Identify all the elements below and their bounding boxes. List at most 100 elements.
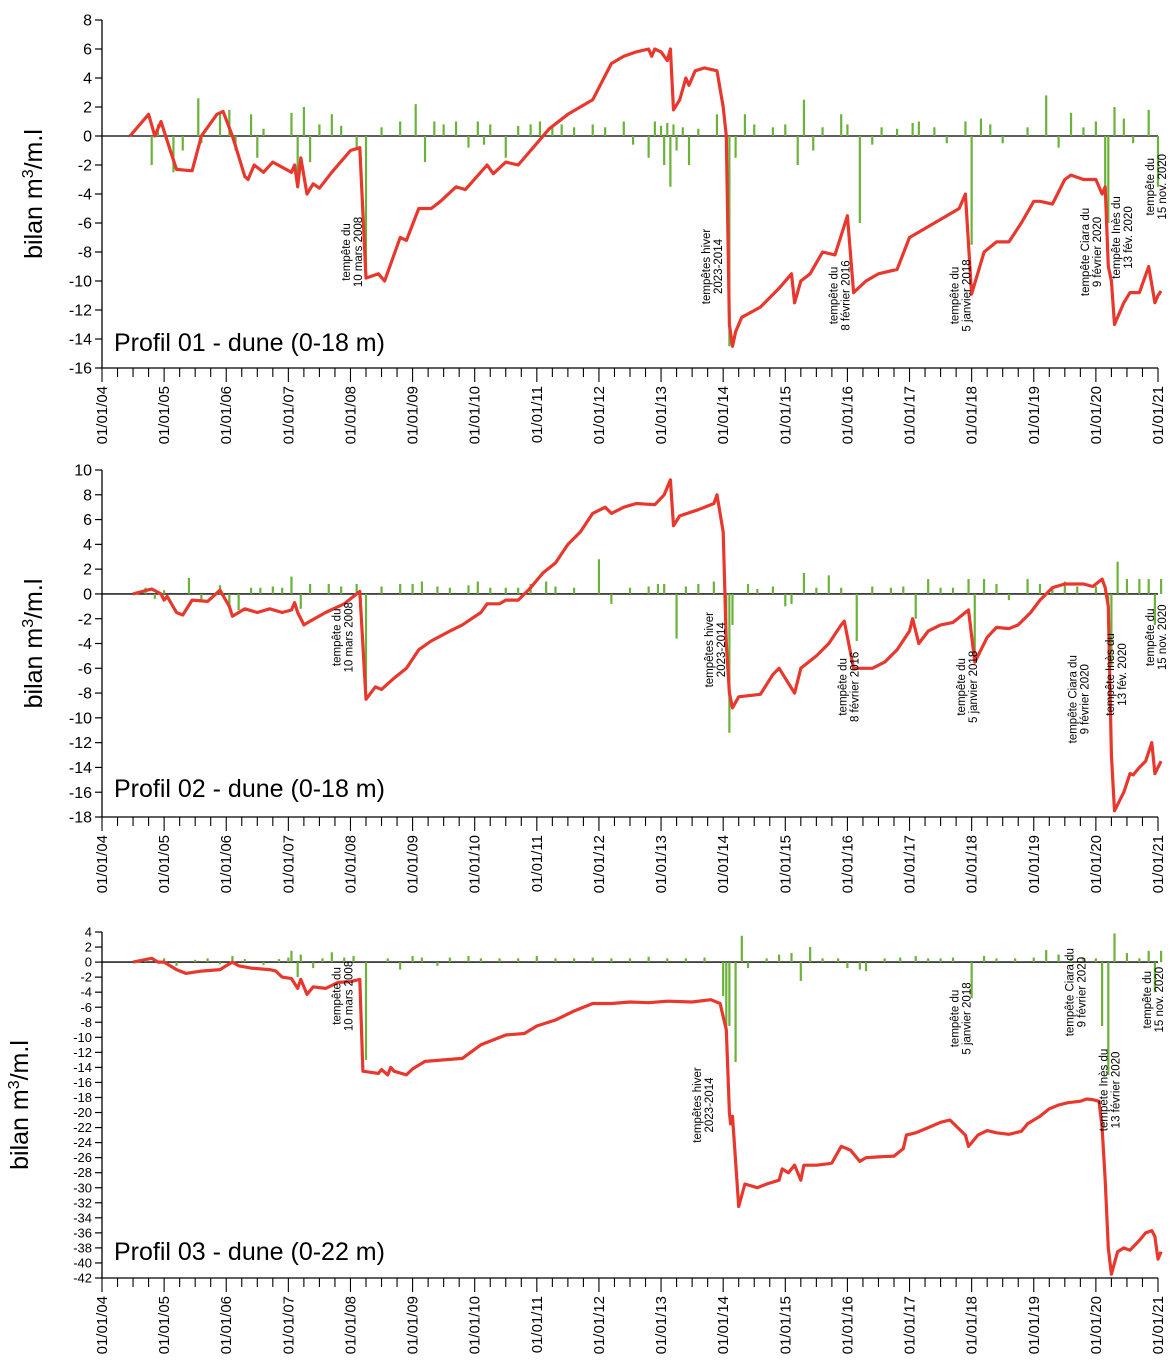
storm-annotation: tempête du15 nov. 2020 [1145, 604, 1169, 670]
storm-annotation-line: 5 janvier 2018 [968, 651, 980, 723]
panel-title: Profil 01 - dune (0-18 m) [114, 329, 385, 357]
x-tick-label: 01/01/08 [342, 1296, 359, 1354]
storm-annotation-line: tempête Ciara du [1068, 655, 1080, 743]
storm-annotation-line: 15 nov. 2020 [1157, 154, 1169, 220]
y-tick-label: 10 [74, 463, 92, 480]
y-axis-label-tail: /m.l [20, 579, 48, 619]
x-tick-label: 01/01/17 [902, 835, 919, 893]
x-tick-label: 01/01/10 [467, 835, 484, 893]
storm-annotation-line: tempête du [1145, 158, 1157, 216]
x-tick-label: 01/01/20 [1088, 835, 1105, 893]
storm-annotation-line: 9 février 2020 [1076, 957, 1088, 1027]
x-tick-label: 01/01/20 [1088, 1296, 1105, 1354]
y-tick-label: 0 [83, 129, 92, 146]
storm-annotation: tempêtes hiver2023-2014 [704, 612, 728, 688]
storm-annotation-line: 8 février 2016 [840, 260, 852, 330]
storm-annotation: tempête du15 nov. 2020 [1142, 967, 1166, 1033]
x-tick-label: 01/01/04 [94, 1296, 111, 1354]
x-tick-label: 01/01/09 [405, 1296, 422, 1354]
y-tick-label: 2 [83, 100, 92, 117]
storm-annotation-line: 2023-2014 [713, 238, 725, 294]
storm-annotation: tempête du5 janvier 2018 [950, 259, 974, 331]
x-tick-label: 01/01/19 [1026, 386, 1043, 444]
y-tick-label: -4 [78, 187, 92, 204]
y-tick-label: -42 [73, 1271, 92, 1286]
balance-series-line [132, 956, 1163, 1276]
y-tick-label: -30 [73, 1180, 92, 1195]
y-tick-label: -38 [73, 1240, 92, 1255]
x-tick-label: 01/01/13 [653, 1296, 670, 1354]
y-axis-label-main: bilan m [20, 628, 48, 709]
y-tick-label: -20 [73, 1105, 92, 1120]
storm-annotation-line: tempête du [950, 990, 962, 1048]
x-tick-label: 01/01/06 [218, 835, 235, 893]
y-tick-label: -28 [73, 1165, 92, 1180]
y-tick-label: -10 [69, 274, 92, 291]
storm-annotation-line: 5 janvier 2018 [962, 259, 974, 331]
y-tick-label: -16 [69, 785, 92, 802]
y-tick-label: -32 [73, 1195, 92, 1210]
x-tick-label: 01/01/19 [1026, 1296, 1043, 1354]
x-tick-label: 01/01/04 [94, 835, 111, 893]
y-tick-label: -8 [78, 686, 92, 703]
y-tick-label: -8 [80, 1015, 92, 1030]
x-tick-label: 01/01/15 [777, 386, 794, 444]
x-tick-label: 01/01/21 [1150, 1296, 1167, 1354]
storm-annotation-line: tempête du [341, 223, 353, 281]
y-axis-label: bilan m3/m.l [20, 129, 48, 259]
y-tick-label: -24 [73, 1135, 92, 1150]
y-tick-label: -36 [73, 1225, 92, 1240]
y-tick-label: 4 [85, 925, 92, 940]
x-tick-label: 01/01/11 [529, 1296, 546, 1353]
y-tick-label: -16 [69, 361, 92, 378]
storm-annotation-line: 15 nov. 2020 [1154, 967, 1166, 1033]
x-tick-label: 01/01/14 [715, 1296, 732, 1354]
x-tick-label: 01/01/21 [1150, 386, 1167, 444]
x-tick-label: 01/01/06 [218, 1296, 235, 1354]
x-tick-label: 01/01/18 [964, 386, 981, 444]
y-tick-label: -12 [69, 735, 92, 752]
x-tick-label: 01/01/12 [591, 386, 608, 444]
y-tick-label: 0 [83, 587, 92, 604]
y-tick-label: -10 [73, 1030, 92, 1045]
x-tick-label: 01/01/07 [280, 835, 297, 893]
storm-annotation: tempête du15 nov. 2020 [1145, 154, 1169, 220]
x-tick-label: 01/01/16 [839, 835, 856, 893]
storm-annotation: tempête du10 mars 2008 [331, 602, 355, 672]
storm-annotation-line: tempête Inès du [1099, 1049, 1111, 1131]
y-tick-label: 8 [83, 13, 92, 30]
storm-annotation: tempête Ciara du9 février 2020 [1068, 655, 1092, 743]
x-tick-label: 01/01/16 [839, 386, 856, 444]
y-tick-label: -16 [73, 1075, 92, 1090]
y-tick-label: -2 [78, 611, 92, 628]
x-tick-label: 01/01/15 [777, 835, 794, 893]
storm-annotation-line: tempête Inès du [1111, 196, 1123, 278]
y-tick-label: -10 [69, 710, 92, 727]
storm-annotation-line: 13 fév. 2020 [1117, 643, 1129, 705]
y-tick-label: -14 [73, 1060, 92, 1075]
storm-annotation-line: tempête du [331, 967, 343, 1025]
storm-annotation-line: tempête Ciara du [1080, 208, 1092, 296]
y-tick-label: 6 [83, 512, 92, 529]
x-tick-label: 01/01/09 [405, 835, 422, 893]
y-tick-label: 4 [83, 537, 92, 554]
storm-annotation: tempête Inès du13 fév. 2020 [1105, 633, 1129, 715]
y-tick-label: -14 [69, 332, 92, 349]
y-tick-label: -6 [78, 216, 92, 233]
storm-annotation: tempête du8 février 2016 [828, 260, 852, 330]
y-tick-label: 8 [83, 487, 92, 504]
x-tick-label: 01/01/07 [280, 1296, 297, 1354]
storm-annotation-line: tempêtes hiver [692, 1067, 704, 1143]
x-tick-label: 01/01/05 [156, 386, 173, 444]
storm-annotation-line: tempête du [838, 658, 850, 716]
storm-annotation-line: tempêtes hiver [701, 229, 713, 305]
storm-annotation-line: tempête du [1142, 971, 1154, 1029]
y-tick-label: -26 [73, 1150, 92, 1165]
y-tick-label: -40 [73, 1256, 92, 1271]
y-tick-label: -6 [78, 661, 92, 678]
storm-annotation-line: 13 février 2020 [1111, 1052, 1123, 1129]
x-tick-label: 01/01/09 [405, 386, 422, 444]
y-axis-label-sup: 3 [6, 1080, 23, 1089]
